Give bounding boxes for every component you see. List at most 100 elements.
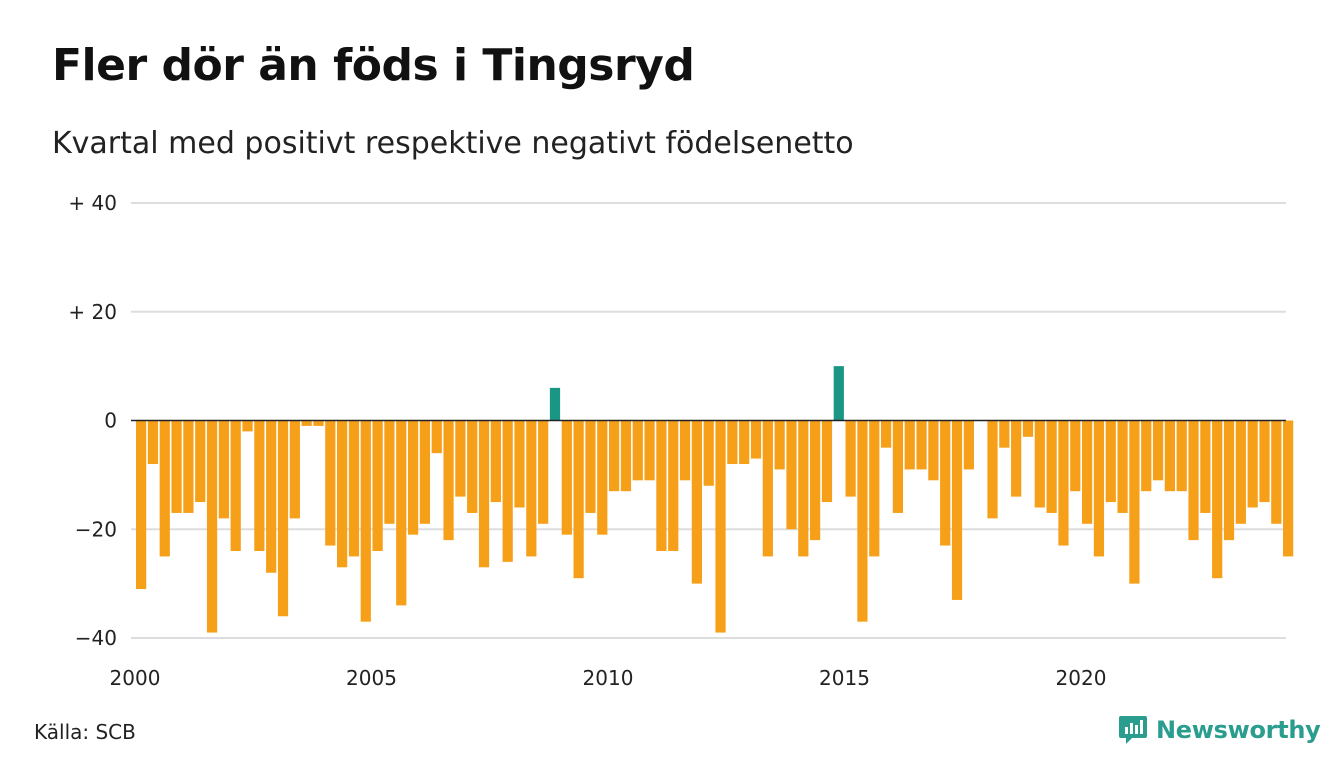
bar-negative bbox=[810, 420, 821, 541]
bar-negative bbox=[727, 420, 738, 464]
bar-negative bbox=[407, 420, 419, 535]
bar-negative bbox=[384, 420, 395, 524]
bar-negative bbox=[916, 420, 927, 470]
bar-negative bbox=[1141, 420, 1152, 492]
y-tick-label: −20 bbox=[75, 517, 117, 541]
bar-negative bbox=[821, 420, 833, 503]
bar-negative bbox=[136, 420, 147, 590]
bar-negative bbox=[230, 420, 241, 551]
bar-negative bbox=[1152, 420, 1164, 481]
bar-negative bbox=[419, 420, 431, 524]
bar-negative bbox=[183, 420, 194, 513]
bar-negative bbox=[147, 420, 159, 464]
bar-negative bbox=[1283, 420, 1294, 557]
bar-negative bbox=[1259, 420, 1270, 503]
bar-negative bbox=[1082, 420, 1093, 524]
bar-negative bbox=[1212, 420, 1223, 579]
bar-negative bbox=[1188, 420, 1199, 541]
bar-negative bbox=[301, 420, 312, 426]
brand-logo[interactable]: Newsworthy bbox=[1118, 714, 1321, 746]
x-tick-label: 2000 bbox=[110, 666, 161, 690]
bar-negative bbox=[1034, 420, 1045, 508]
bar-negative bbox=[313, 420, 324, 426]
bar-negative bbox=[1070, 420, 1081, 492]
bar-negative bbox=[431, 420, 442, 454]
bar-negative bbox=[526, 420, 537, 557]
chart-subtitle: Kvartal med positivt respektive negativt… bbox=[52, 126, 854, 161]
y-tick-label: + 20 bbox=[68, 300, 117, 324]
bar-negative bbox=[786, 420, 797, 530]
bar-negative bbox=[1011, 420, 1022, 497]
x-tick-label: 2015 bbox=[819, 666, 870, 690]
bar-negative bbox=[656, 420, 667, 551]
bar-negative bbox=[372, 420, 383, 551]
bar-negative bbox=[242, 420, 253, 432]
bar-negative bbox=[490, 420, 501, 503]
chart-title: Fler dör än föds i Tingsryd bbox=[52, 40, 695, 91]
bars bbox=[136, 366, 1294, 633]
bar-negative bbox=[467, 420, 478, 513]
bar-negative bbox=[1200, 420, 1211, 513]
bar-negative bbox=[1176, 420, 1187, 492]
bar-negative bbox=[573, 420, 584, 579]
bar-negative bbox=[277, 420, 289, 617]
bar-negative bbox=[739, 420, 750, 464]
bar-negative bbox=[892, 420, 904, 513]
bar-negative bbox=[538, 420, 549, 524]
bar-negative bbox=[632, 420, 643, 481]
bar-negative bbox=[857, 420, 868, 622]
bar-negative bbox=[691, 420, 702, 584]
bar-negative bbox=[254, 420, 265, 551]
bar-negative bbox=[644, 420, 655, 481]
bar-negative bbox=[750, 420, 762, 459]
y-axis-ticks: + 40 + 20 0 −20 −40 bbox=[68, 191, 117, 650]
bar-negative bbox=[1046, 420, 1057, 513]
bar-negative bbox=[609, 420, 620, 492]
y-tick-label: + 40 bbox=[68, 191, 117, 215]
bar-negative bbox=[869, 420, 880, 557]
x-tick-label: 2010 bbox=[583, 666, 634, 690]
bar-negative bbox=[218, 420, 229, 519]
bar-negative bbox=[1129, 420, 1140, 584]
x-axis-ticks: 2000 2005 2010 2015 2020 bbox=[110, 666, 1107, 690]
bar-negative bbox=[396, 420, 407, 606]
bar-negative bbox=[171, 420, 182, 513]
bar-negative bbox=[999, 420, 1010, 448]
bar-negative bbox=[774, 420, 785, 470]
bar-negative bbox=[1058, 420, 1069, 546]
brand-name: Newsworthy bbox=[1156, 716, 1321, 744]
x-tick-label: 2005 bbox=[346, 666, 397, 690]
bar-negative bbox=[1223, 420, 1235, 541]
bar-negative bbox=[159, 420, 170, 557]
bar-negative bbox=[561, 420, 572, 535]
bar-negative bbox=[620, 420, 632, 492]
bar-positive bbox=[549, 387, 561, 421]
bar-negative bbox=[904, 420, 915, 470]
bar-negative bbox=[443, 420, 454, 541]
y-tick-label: 0 bbox=[104, 409, 117, 433]
bar-negative bbox=[1117, 420, 1128, 513]
bar-negative bbox=[514, 420, 525, 508]
bar-negative bbox=[1235, 420, 1246, 524]
bar-negative bbox=[798, 420, 809, 557]
newsworthy-logo-icon bbox=[1119, 716, 1147, 744]
bar-negative bbox=[703, 420, 714, 486]
bar-negative bbox=[1247, 420, 1258, 508]
source-note: Källa: SCB bbox=[34, 720, 136, 744]
bar-negative bbox=[289, 420, 300, 519]
bar-negative bbox=[360, 420, 371, 622]
bar-negative bbox=[679, 420, 691, 481]
bar-negative bbox=[266, 420, 277, 573]
bar-negative bbox=[1093, 420, 1105, 557]
y-tick-label: −40 bbox=[75, 626, 117, 650]
bar-chart: + 40 + 20 0 −20 −40 2000 2005 2010 2015 2020 bbox=[68, 191, 1294, 690]
bar-negative bbox=[502, 420, 513, 562]
bar-negative bbox=[1164, 420, 1175, 492]
bar-negative bbox=[963, 420, 974, 470]
bar-negative bbox=[348, 420, 360, 557]
bar-negative bbox=[195, 420, 206, 503]
bar-negative bbox=[455, 420, 466, 497]
bar-negative bbox=[206, 420, 218, 633]
bar-negative bbox=[337, 420, 348, 568]
bar-negative bbox=[478, 420, 490, 568]
